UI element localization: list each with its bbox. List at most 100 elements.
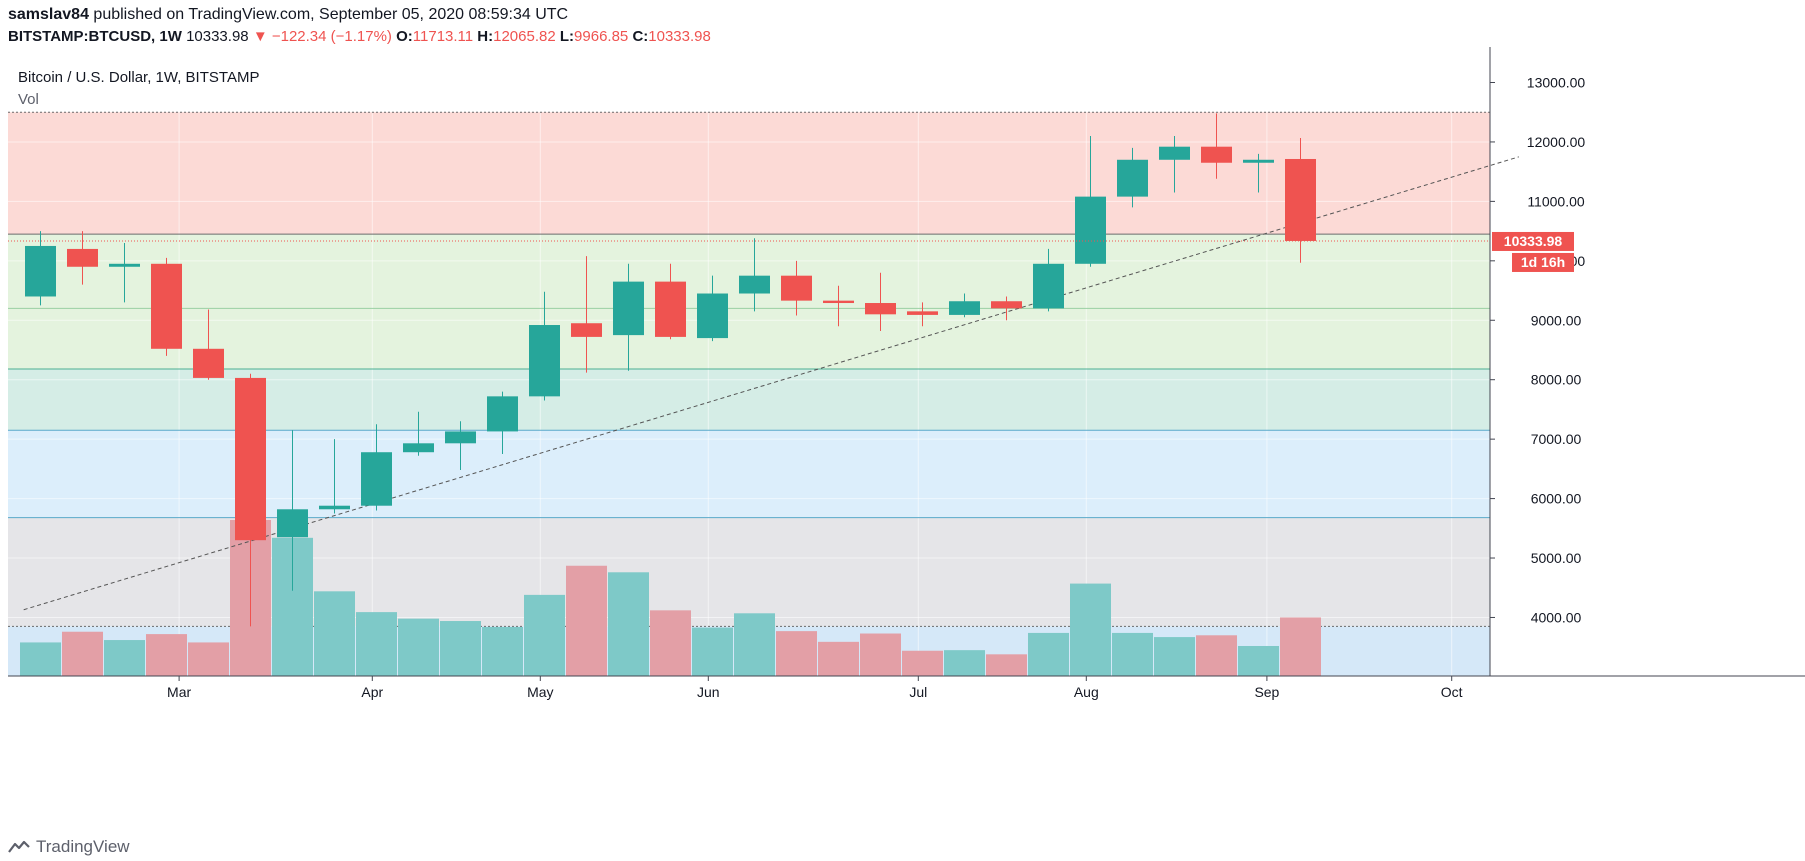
volume-bar <box>188 642 229 676</box>
volume-bar <box>1070 583 1111 676</box>
candle-body <box>361 452 392 506</box>
volume-bar <box>1028 632 1069 676</box>
candle-body <box>655 281 686 337</box>
y-tick-label: 12000.00 <box>1527 134 1586 150</box>
x-tick-label: Sep <box>1254 684 1279 700</box>
tradingview-footer[interactable]: TradingView <box>8 837 130 857</box>
close-label: C: <box>632 28 649 45</box>
candle-body <box>739 275 770 294</box>
zone-band <box>8 430 1490 518</box>
candle-body <box>403 443 434 453</box>
last-price-badge-label: 10333.98 <box>1504 233 1563 249</box>
tradingview-brand: TradingView <box>36 837 130 856</box>
volume-bar <box>818 641 859 676</box>
countdown-badge-label: 1d 16h <box>1521 254 1565 270</box>
y-tick-label: 9000.00 <box>1531 312 1582 328</box>
candle-body <box>1117 159 1148 197</box>
candle-body <box>151 263 182 349</box>
volume-bar <box>650 610 691 676</box>
candle-body <box>67 248 98 267</box>
volume-bar <box>608 572 649 676</box>
zone-band <box>8 308 1490 370</box>
volume-bar <box>482 626 523 676</box>
volume-bar <box>62 631 103 676</box>
candle-body <box>1033 263 1064 309</box>
x-tick-label: Aug <box>1074 684 1099 700</box>
publish-info: samslav84 published on TradingView.com, … <box>8 6 568 24</box>
volume-bar <box>104 640 145 676</box>
candle-body <box>781 275 812 301</box>
volume-bar <box>1238 645 1279 676</box>
volume-bar <box>1112 632 1153 676</box>
candle-body <box>1075 196 1106 264</box>
candle-body <box>697 293 728 339</box>
change-down-icon: ▼ <box>252 28 268 45</box>
y-tick-label: 4000.00 <box>1531 609 1582 625</box>
candle-body <box>1243 159 1274 163</box>
open-label: O: <box>396 28 413 45</box>
candle-body <box>571 323 602 337</box>
low-value: 9966.85 <box>574 28 629 45</box>
y-tick-label: 6000.00 <box>1531 491 1582 507</box>
candle-body <box>1201 146 1232 163</box>
close-value: 10333.98 <box>648 28 711 45</box>
candle-body <box>907 311 938 315</box>
chart-legend: Bitcoin / U.S. Dollar, 1W, BITSTAMP Vol <box>18 67 259 111</box>
zone-band <box>8 112 1490 235</box>
volume-bar <box>986 654 1027 676</box>
x-tick-label: May <box>527 684 553 700</box>
candle-body <box>823 300 854 304</box>
volume-bar <box>146 634 187 676</box>
high-label: H: <box>477 28 494 45</box>
candle-body <box>25 245 56 297</box>
countdown-badge <box>1512 252 1574 272</box>
author-name[interactable]: samslav84 <box>8 6 89 23</box>
volume-bar <box>20 642 61 676</box>
candle-body <box>193 348 224 378</box>
volume-bar <box>566 565 607 676</box>
volume-bar <box>860 633 901 676</box>
candle-body <box>445 431 476 444</box>
published-text: published on TradingView.com, September … <box>93 6 569 23</box>
volume-bar <box>356 612 397 676</box>
x-tick-label: Jul <box>909 684 927 700</box>
volume-bar <box>314 591 355 676</box>
volume-label: Vol <box>18 91 39 108</box>
last-price-badge <box>1492 231 1574 251</box>
y-tick-label: 11000.00 <box>1527 193 1585 209</box>
candle-body <box>1159 146 1190 160</box>
open-value: 11713.11 <box>412 28 474 45</box>
change-value: −122.34 (−1.17%) <box>271 28 392 45</box>
symbol-label: BITSTAMP:BTCUSD, 1W <box>8 28 182 45</box>
symbol-info-bar: BITSTAMP:BTCUSD, 1W 10333.98 ▼ −122.34 (… <box>8 28 711 45</box>
x-tick-label: Mar <box>167 684 191 700</box>
high-value: 12065.82 <box>493 28 556 45</box>
trendline <box>23 156 1520 611</box>
volume-bar <box>1196 635 1237 676</box>
volume-bar <box>692 627 733 676</box>
candle-body <box>487 396 518 432</box>
zone-band <box>8 234 1490 309</box>
candle-body <box>529 325 560 397</box>
volume-bar <box>440 621 481 676</box>
candle-body <box>109 263 140 267</box>
volume-bar <box>902 650 943 676</box>
candle-body <box>991 301 1022 309</box>
candle-body <box>865 303 896 315</box>
volume-bar <box>1154 637 1195 676</box>
candle-body <box>319 505 350 510</box>
candle-body <box>1285 158 1316 241</box>
volume-bar <box>1280 617 1321 676</box>
volume-bar <box>734 613 775 676</box>
candle-body <box>235 377 266 541</box>
y-tick-label: 13000.00 <box>1527 75 1586 91</box>
chart-title: Bitcoin / U.S. Dollar, 1W, BITSTAMP <box>18 69 260 86</box>
x-tick-label: Jun <box>697 684 720 700</box>
y-tick-label: 5000.00 <box>1531 550 1582 566</box>
tradingview-logo-icon <box>8 840 30 853</box>
candle-body <box>949 301 980 315</box>
zone-band <box>8 369 1490 431</box>
candle-body <box>277 509 308 538</box>
x-tick-label: Apr <box>361 684 383 700</box>
